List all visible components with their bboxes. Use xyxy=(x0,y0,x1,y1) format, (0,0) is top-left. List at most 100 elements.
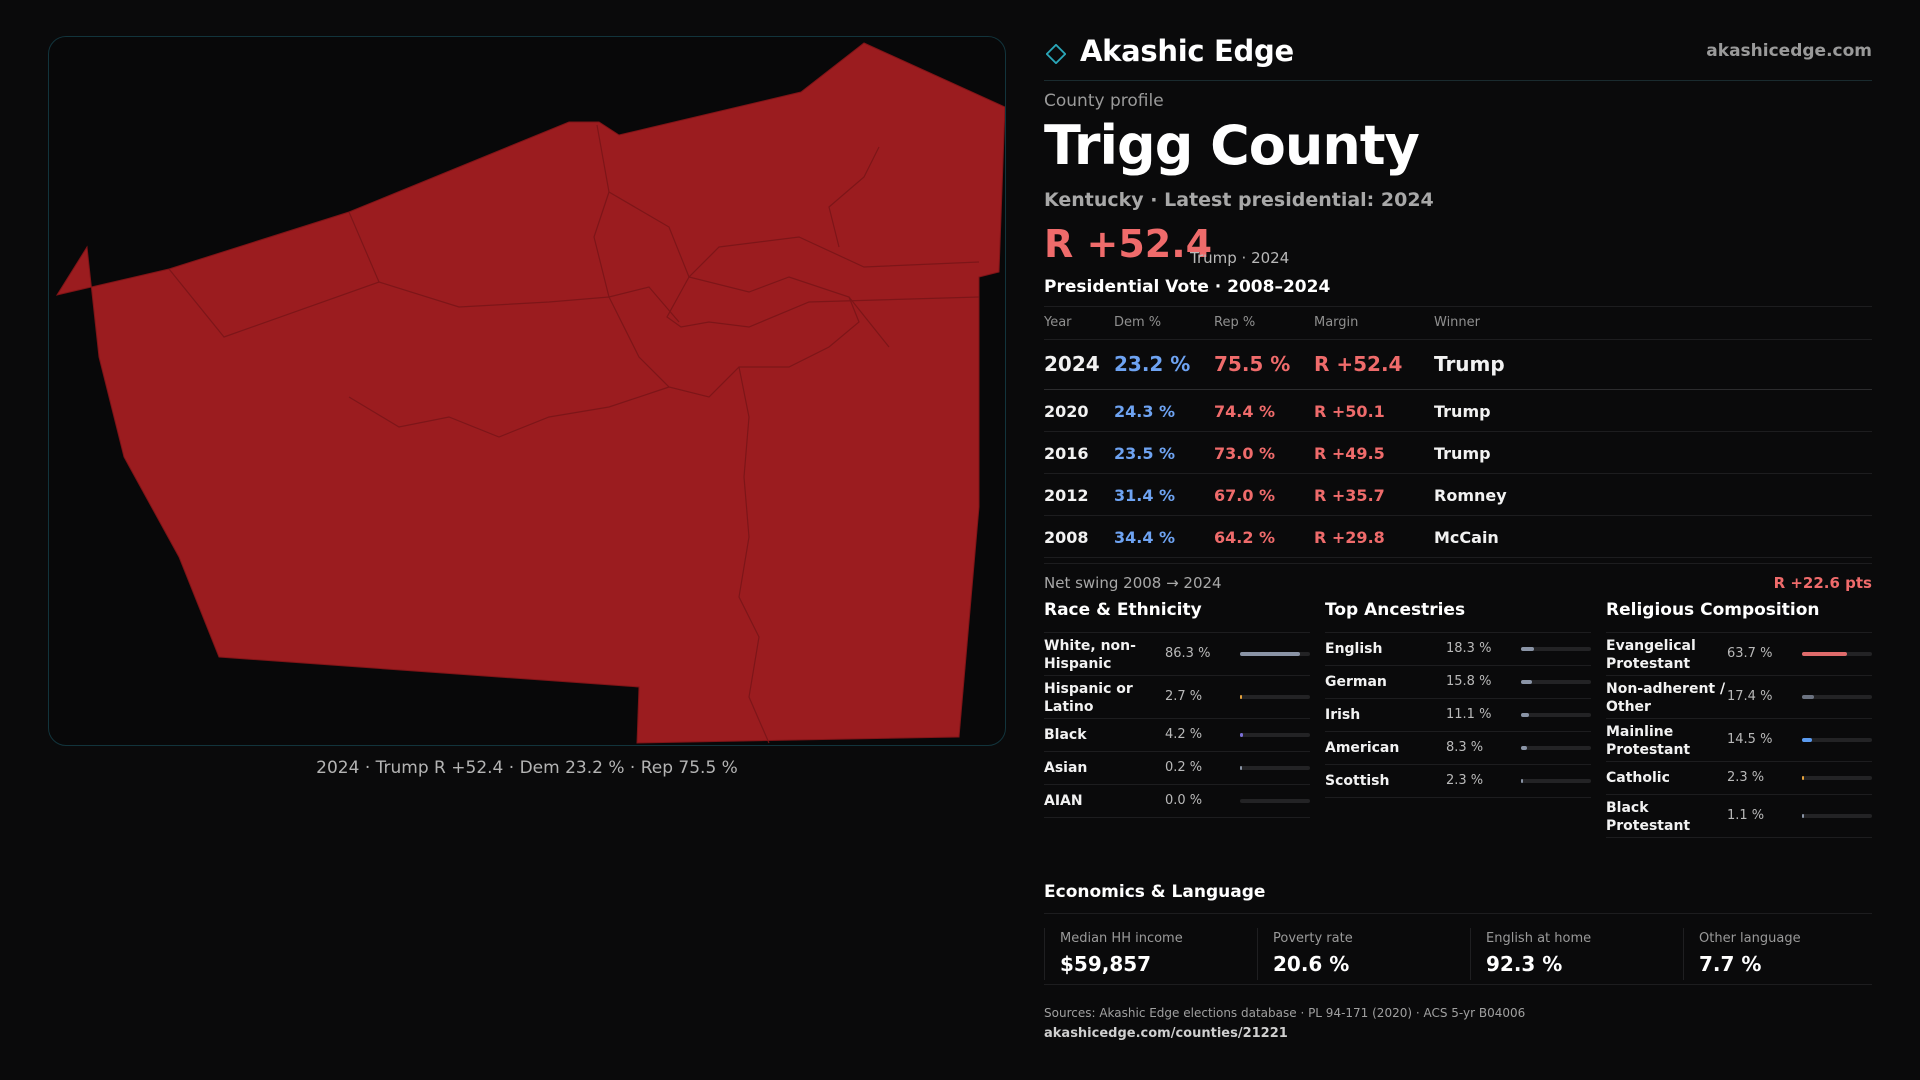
vote-winner: Romney xyxy=(1434,486,1507,505)
vote-margin: R +52.4 xyxy=(1314,352,1403,376)
col-header-rep: Rep % xyxy=(1214,315,1256,330)
vote-row: 2012 31.4 % 67.0 % R +35.7 Romney xyxy=(1044,474,1872,516)
brand-diamond-icon xyxy=(1046,44,1066,64)
religion-row-value: 63.7 % xyxy=(1727,646,1773,661)
economics-stats: Median HH income $59,857 Poverty rate 20.6 … xyxy=(1044,928,1872,985)
vote-winner: Trump xyxy=(1434,352,1505,376)
map-caption: 2024 · Trump R +52.4 · Dem 23.2 % · Rep … xyxy=(316,758,738,778)
vote-row: 2008 34.4 % 64.2 % R +29.8 McCain xyxy=(1044,516,1872,558)
ancestry-row-label: Scottish xyxy=(1325,773,1390,789)
religion-row: Mainline Protestant 14.5 % xyxy=(1606,719,1872,762)
vote-row: 2024 23.2 % 75.5 % R +52.4 Trump xyxy=(1044,340,1872,390)
religion-row-bar xyxy=(1802,814,1872,818)
brand-name[interactable]: Akashic Edge xyxy=(1080,34,1294,68)
religion-row: Non-adherent / Other 17.4 % xyxy=(1606,676,1872,719)
race-row-value: 0.2 % xyxy=(1165,760,1203,775)
source-url-link[interactable]: akashicedge.com/counties/21221 xyxy=(1044,1026,1288,1041)
vote-dem: 23.5 % xyxy=(1114,444,1176,463)
vote-rep: 73.0 % xyxy=(1214,444,1276,463)
religion-row-label: Catholic xyxy=(1606,770,1670,786)
econ-stat: Poverty rate 20.6 % xyxy=(1257,928,1456,980)
religion-row-bar-fill xyxy=(1802,695,1815,699)
ancestry-row-bar xyxy=(1521,647,1591,651)
vote-winner: Trump xyxy=(1434,444,1491,463)
religion-row: Evangelical Protestant 63.7 % xyxy=(1606,633,1872,676)
vote-table: Year Dem % Rep % Margin Winner 2024 23.2 … xyxy=(1044,306,1872,558)
page-kicker: County profile xyxy=(1044,91,1164,111)
econ-stat-label: Poverty rate xyxy=(1273,931,1353,946)
religion-row-bar xyxy=(1802,738,1872,742)
net-swing: Net swing 2008 → 2024 R +22.6 pts xyxy=(1044,563,1872,592)
subdivision-lines xyxy=(168,124,980,744)
race-row-bar-fill xyxy=(1240,733,1243,737)
econ-stat: Median HH income $59,857 xyxy=(1044,928,1243,980)
religion-row-bar-fill xyxy=(1802,776,1804,780)
religion-title: Religious Composition xyxy=(1606,600,1872,633)
col-header-dem: Dem % xyxy=(1114,315,1162,330)
econ-stat-label: English at home xyxy=(1486,931,1592,946)
headline-margin: R +52.4 xyxy=(1044,222,1213,266)
vote-row: 2020 24.3 % 74.4 % R +50.1 Trump xyxy=(1044,390,1872,432)
ancestry-row: German 15.8 % xyxy=(1325,666,1591,699)
headline-margin-note: Trump · 2024 xyxy=(1190,249,1290,267)
vote-margin: R +35.7 xyxy=(1314,486,1385,505)
religion-row-value: 1.1 % xyxy=(1727,808,1765,823)
econ-stat-label: Median HH income xyxy=(1060,931,1183,946)
race-row-bar xyxy=(1240,799,1310,803)
header-bar: Akashic Edge akashicedge.com xyxy=(1044,32,1872,81)
vote-year: 2016 xyxy=(1044,444,1089,463)
race-row: Hispanic or Latino 2.7 % xyxy=(1044,676,1310,719)
brand-url-link[interactable]: akashicedge.com xyxy=(1706,41,1872,61)
religion-row-label: Evangelical Protestant xyxy=(1606,638,1696,672)
econ-stat-value: $59,857 xyxy=(1060,952,1152,976)
race-row-bar xyxy=(1240,766,1310,770)
race-row-value: 86.3 % xyxy=(1165,646,1211,661)
race-row: Asian 0.2 % xyxy=(1044,752,1310,785)
ancestries-section: Top Ancestries English 18.3 % German 15.8 %… xyxy=(1325,600,1591,798)
race-row-bar xyxy=(1240,733,1310,737)
race-row-value: 2.7 % xyxy=(1165,689,1203,704)
sources-note: Sources: Akashic Edge elections database… xyxy=(1044,1006,1526,1020)
col-header-winner: Winner xyxy=(1434,315,1481,330)
vote-year: 2008 xyxy=(1044,528,1089,547)
page-subtitle: Kentucky · Latest presidential: 2024 xyxy=(1044,189,1434,211)
vote-rep: 64.2 % xyxy=(1214,528,1276,547)
ancestry-row-bar-fill xyxy=(1521,779,1523,783)
vote-rep: 74.4 % xyxy=(1214,402,1276,421)
religion-row-value: 14.5 % xyxy=(1727,732,1773,747)
ancestry-row-bar-fill xyxy=(1521,647,1534,651)
ancestry-row-bar-fill xyxy=(1521,680,1533,684)
county-shape-svg xyxy=(55,42,1005,744)
religion-row-bar-fill xyxy=(1802,738,1813,742)
religion-row-label: Black Protestant xyxy=(1606,800,1691,834)
county-shape[interactable] xyxy=(55,42,1005,744)
ancestry-row: American 8.3 % xyxy=(1325,732,1591,765)
ancestry-row-bar-fill xyxy=(1521,713,1529,717)
vote-margin: R +29.8 xyxy=(1314,528,1385,547)
page-title: Trigg County xyxy=(1044,114,1420,177)
race-row: Black 4.2 % xyxy=(1044,719,1310,752)
vote-year: 2012 xyxy=(1044,486,1089,505)
religion-row-label: Mainline Protestant xyxy=(1606,724,1691,758)
net-swing-label: Net swing 2008 → 2024 xyxy=(1044,574,1222,592)
ancestry-row-bar xyxy=(1521,779,1591,783)
race-row-value: 0.0 % xyxy=(1165,793,1203,808)
vote-margin: R +50.1 xyxy=(1314,402,1385,421)
county-map[interactable] xyxy=(48,36,1006,746)
econ-stat-value: 20.6 % xyxy=(1273,952,1350,976)
religion-row-bar-fill xyxy=(1802,814,1804,818)
vote-year: 2024 xyxy=(1044,352,1100,376)
ancestry-row-bar xyxy=(1521,746,1591,750)
vote-winner: Trump xyxy=(1434,402,1491,421)
vote-dem: 31.4 % xyxy=(1114,486,1176,505)
religion-row-bar-fill xyxy=(1802,652,1847,656)
ancestry-row-label: Irish xyxy=(1325,707,1361,723)
race-row-label: Asian xyxy=(1044,760,1088,776)
econ-stat: English at home 92.3 % xyxy=(1470,928,1669,980)
race-row: White, non-Hispanic 86.3 % xyxy=(1044,633,1310,676)
race-row-bar-fill xyxy=(1240,766,1242,770)
race-row-label: White, non-Hispanic xyxy=(1044,638,1136,672)
religion-row-bar xyxy=(1802,652,1872,656)
vote-table-header: Year Dem % Rep % Margin Winner xyxy=(1044,306,1872,340)
religion-row: Catholic 2.3 % xyxy=(1606,762,1872,795)
